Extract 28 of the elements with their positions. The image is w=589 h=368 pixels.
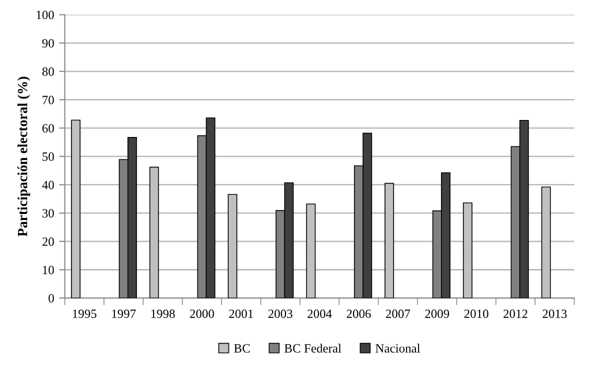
x-tick-label: 2009 bbox=[425, 310, 450, 318]
x-tick-label: 2013 bbox=[542, 310, 567, 318]
x-tick-label: 2001 bbox=[229, 310, 253, 318]
y-tick-label: 90 bbox=[42, 39, 54, 48]
legend-label: Nacional bbox=[376, 344, 420, 353]
x-tick-label: 2010 bbox=[464, 310, 488, 318]
x-tick-label: 2003 bbox=[268, 310, 292, 318]
x-tick-label: 2004 bbox=[308, 310, 332, 318]
y-tick-label: 30 bbox=[42, 209, 54, 218]
x-tick-label: 1997 bbox=[112, 310, 136, 318]
x-tick-label: 2006 bbox=[346, 310, 371, 318]
y-tick-label: 60 bbox=[42, 124, 54, 133]
x-tick-label: 2000 bbox=[190, 310, 214, 318]
x-tick-label: 2007 bbox=[386, 310, 410, 318]
legend-label: BC Federal bbox=[284, 344, 342, 353]
x-tick-label: 1995 bbox=[72, 310, 96, 318]
y-tick-label: 70 bbox=[42, 96, 54, 104]
y-tick-label: 10 bbox=[42, 266, 54, 274]
y-tick-label: 40 bbox=[42, 180, 54, 190]
y-tick-label: 20 bbox=[42, 237, 54, 246]
x-tick-label: 1998 bbox=[151, 310, 175, 318]
y-tick-label: 50 bbox=[42, 152, 54, 161]
y-axis-title: Participación electoral (%) bbox=[17, 76, 30, 236]
legend-label: BC bbox=[234, 344, 250, 353]
y-tick-label: 100 bbox=[36, 10, 54, 20]
y-tick-label: 80 bbox=[42, 67, 54, 76]
x-tick-label: 2012 bbox=[504, 310, 528, 318]
y-tick-label: 0 bbox=[48, 294, 54, 303]
